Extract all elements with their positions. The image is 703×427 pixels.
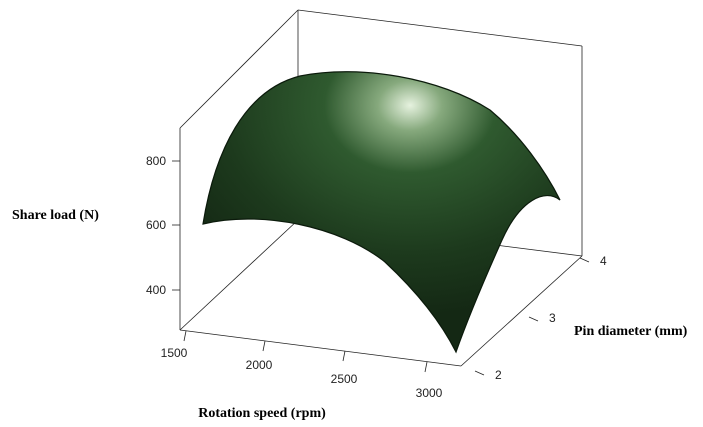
x-tick-label: 2000 <box>246 358 273 372</box>
x-axis-title: Rotation speed (rpm) <box>198 406 326 421</box>
z-axis: 800 600 400 Share load (N) <box>12 154 180 297</box>
y-axis: 2 3 4 Pin diameter (mm) <box>474 254 688 382</box>
z-tick-label: 400 <box>146 283 166 297</box>
x-tick-mark <box>424 361 428 373</box>
box-edge <box>179 219 299 331</box>
z-axis-title: Share load (N) <box>12 208 99 223</box>
y-tick-mark <box>528 316 539 322</box>
x-tick-mark <box>262 340 266 352</box>
x-tick-mark <box>183 330 187 342</box>
y-tick-mark <box>474 370 485 376</box>
box-edge <box>460 255 583 367</box>
x-tick-label: 3000 <box>416 386 443 400</box>
x-tick-mark <box>342 350 346 362</box>
box-edge <box>179 9 299 129</box>
y-tick-label: 4 <box>600 254 607 268</box>
y-tick-mark <box>579 257 590 263</box>
x-axis: 1500 2000 2500 3000 Rotation speed (rpm) <box>161 330 443 421</box>
box-edge <box>297 9 583 47</box>
y-tick-label: 2 <box>495 368 502 382</box>
z-tick-label: 600 <box>146 218 166 232</box>
response-surface <box>202 71 561 354</box>
y-axis-title: Pin diameter (mm) <box>574 324 688 339</box>
z-tick-label: 800 <box>146 154 166 168</box>
x-tick-label: 2500 <box>331 372 358 386</box>
box-edge <box>179 329 462 367</box>
y-tick-label: 3 <box>549 311 556 325</box>
x-tick-label: 1500 <box>161 346 188 360</box>
